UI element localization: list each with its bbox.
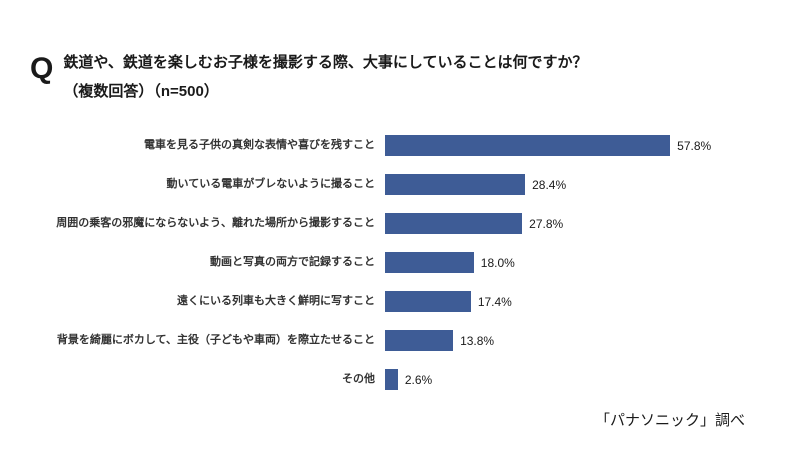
bar-track: 57.8% — [385, 135, 770, 156]
bar-track: 28.4% — [385, 174, 770, 195]
bar-track: 18.0% — [385, 252, 770, 273]
bar-value-label: 2.6% — [404, 372, 433, 387]
source-credit: 「パナソニック」調べ — [594, 412, 745, 429]
category-label: 背景を綺麗にボカして、主役（子どもや車両）を際立たせること — [56, 334, 375, 347]
chart-title: 鉄道や、鉄道を楽しむお子様を撮影する際、大事にしていることは何ですか？ — [63, 54, 588, 71]
bar-track: 13.8% — [385, 330, 770, 351]
bar — [385, 330, 454, 351]
bar-value-label: 17.4% — [477, 294, 512, 309]
bar-value-label: 18.0% — [480, 255, 515, 270]
category-label: 動いている電車がブレないように撮ること — [166, 178, 375, 191]
category-label: 周囲の乗客の邪魔にならないよう、離れた場所から撮影すること — [56, 217, 375, 230]
bar-value-label: 27.8% — [529, 216, 564, 231]
chart-row: 電車を見る子供の真剣な表情や喜びを残すこと 57.8% — [30, 126, 770, 165]
bar-chart: 電車を見る子供の真剣な表情や喜びを残すこと 57.8% 動いている電車がブレないよう… — [30, 126, 770, 399]
category-label: 遠くにいる列車も大きく鮮明に写すこと — [177, 295, 375, 308]
chart-row: 背景を綺麗にボカして、主役（子どもや車両）を際立たせること 13.8% — [30, 321, 770, 360]
bar — [385, 213, 523, 234]
bar-track: 17.4% — [385, 291, 770, 312]
title-lines: 鉄道や、鉄道を楽しむお子様を撮影する際、大事にしていることは何ですか？ （複数回… — [63, 52, 587, 103]
chart-row: 動画と写真の両方で記録すること 18.0% — [30, 243, 770, 282]
bar-track: 27.8% — [385, 213, 770, 234]
chart-row: その他 2.6% — [30, 360, 770, 399]
bar-value-label: 57.8% — [677, 138, 712, 153]
chart-row: 動いている電車がブレないように撮ること 28.4% — [30, 165, 770, 204]
bar-value-label: 28.4% — [532, 177, 567, 192]
chart-row: 遠くにいる列車も大きく鮮明に写すこと 17.4% — [30, 282, 770, 321]
category-label: その他 — [342, 373, 375, 386]
chart-row: 周囲の乗客の邪魔にならないよう、離れた場所から撮影すること 27.8% — [30, 204, 770, 243]
chart-title-block: Q 鉄道や、鉄道を楽しむお子様を撮影する際、大事にしていることは何ですか？ （複… — [30, 52, 587, 103]
category-label: 動画と写真の両方で記録すること — [210, 256, 375, 269]
bar-track: 2.6% — [385, 369, 770, 390]
chart-subtitle: （複数回答）（n=500） — [63, 82, 219, 100]
question-mark-label: Q — [30, 52, 54, 85]
bar-value-label: 13.8% — [460, 333, 495, 348]
bar — [385, 369, 398, 390]
category-label: 電車を見る子供の真剣な表情や喜びを残すこと — [144, 139, 375, 152]
bar — [385, 291, 471, 312]
bar — [385, 135, 671, 156]
bar — [385, 252, 474, 273]
bar — [385, 174, 526, 195]
